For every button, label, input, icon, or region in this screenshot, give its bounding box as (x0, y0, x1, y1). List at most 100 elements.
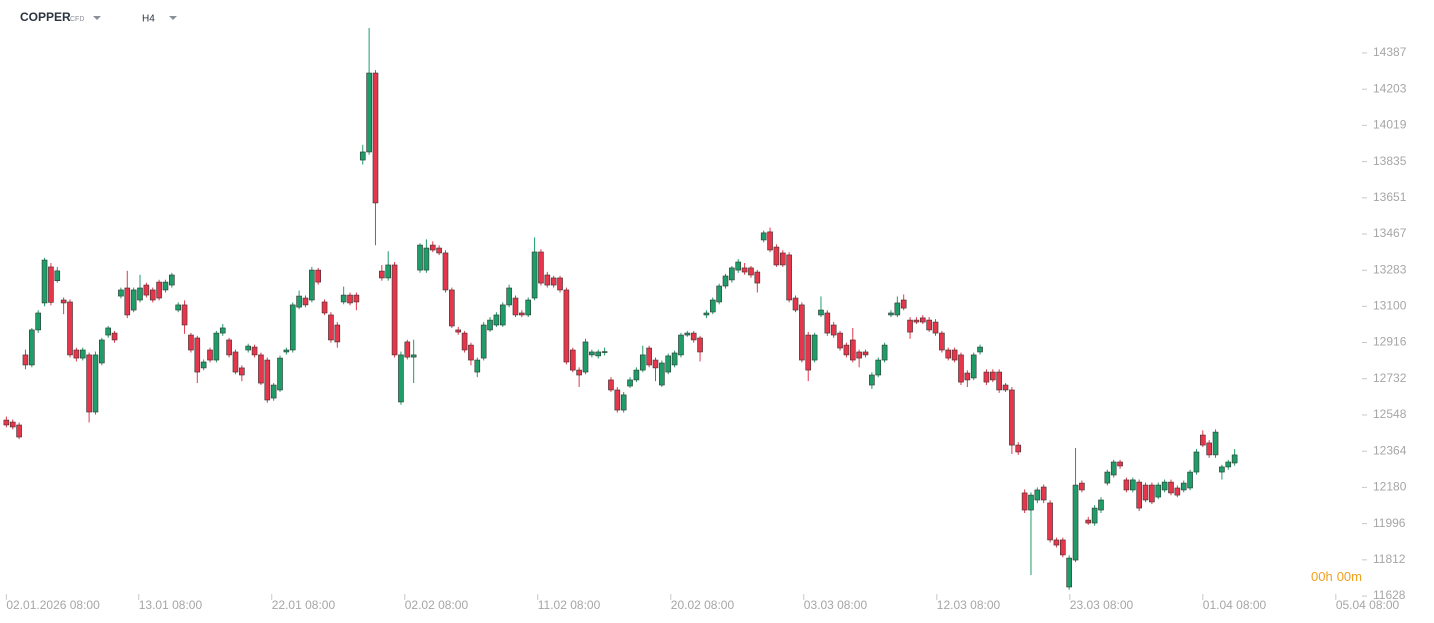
candle-body (1187, 471, 1193, 489)
candle-body (652, 359, 659, 369)
candle-body (678, 334, 684, 356)
candle-body (779, 252, 786, 266)
candle-body (67, 301, 73, 356)
candle-body (818, 309, 824, 316)
candle-body (499, 304, 506, 326)
candle-body (690, 332, 697, 341)
candle-body (741, 267, 748, 273)
candle-body (493, 314, 500, 326)
instrument-name[interactable]: COPPER (20, 10, 71, 24)
candle-body (258, 354, 264, 384)
candle-body (1040, 486, 1047, 501)
candle-body (538, 251, 544, 284)
candle-body (277, 357, 283, 391)
candle-body (589, 351, 595, 356)
candle-body (474, 359, 481, 373)
candle-body (385, 264, 392, 279)
x-tick-label: 20.02 08:00 (671, 598, 735, 612)
candle-body (544, 274, 551, 286)
candle-body (111, 332, 118, 341)
candle-body (767, 231, 773, 251)
candle-body (646, 347, 652, 366)
candle-body (379, 270, 385, 279)
timeframe[interactable]: H4 (142, 14, 155, 25)
candle-body (143, 284, 150, 296)
candle-body (315, 269, 322, 283)
candle-body (232, 351, 239, 373)
candle-body (958, 354, 964, 383)
candle-body (423, 247, 430, 271)
candle-body (989, 371, 996, 381)
candle-body (1104, 471, 1111, 484)
candle-body (1142, 484, 1149, 501)
candle-body (130, 289, 137, 311)
y-tick-label: 13283 (1373, 262, 1407, 276)
candle-body (951, 349, 958, 361)
candle-body (1091, 507, 1098, 524)
candle-body (283, 349, 290, 353)
candle-body (79, 349, 86, 359)
candle-body (684, 332, 691, 336)
candle-body (175, 304, 181, 311)
y-tick-label: 12364 (1373, 443, 1407, 457)
candle-body (964, 372, 971, 381)
candle-body (799, 304, 805, 361)
candle-body (1117, 461, 1123, 467)
x-tick-label: 05.04 08:00 (1336, 598, 1400, 612)
candle-body (1212, 431, 1219, 456)
candle-body (620, 394, 627, 411)
candle-body (449, 289, 455, 327)
candle-body (894, 302, 901, 316)
candle-body (1225, 461, 1232, 468)
candle-body (353, 294, 360, 303)
candle-body (1009, 389, 1015, 446)
candle-body (919, 317, 926, 323)
candle-body (671, 352, 678, 366)
candle-body (519, 312, 525, 316)
candle-body (226, 339, 232, 356)
candle-body (709, 299, 716, 313)
candle-body (1180, 482, 1187, 491)
candle-body (347, 294, 353, 304)
candle-body (3, 419, 10, 426)
candle-body (213, 332, 220, 361)
instrument-type: CFD (70, 16, 84, 23)
x-tick-label: 02.02 08:00 (405, 598, 469, 612)
candle-body (932, 321, 939, 334)
candle-body (1193, 451, 1200, 473)
candle-body (569, 349, 576, 371)
x-tick-label: 11.02 08:00 (538, 598, 601, 612)
candle-body (86, 354, 92, 413)
candle-body (716, 285, 722, 303)
timeframe-dropdown[interactable] (169, 16, 177, 20)
candle-body (92, 354, 99, 413)
candle-body (843, 344, 850, 356)
candle-body (60, 299, 67, 304)
x-tick-label: 02.01.2026 08:00 (6, 598, 100, 612)
candle-body (302, 297, 309, 306)
candle-body (601, 351, 608, 353)
instrument-dropdown[interactable] (93, 16, 101, 20)
x-tick-label: 13.01 08:00 (139, 598, 203, 612)
candle-body (54, 270, 61, 282)
candle-body (1085, 519, 1092, 524)
candle-body (35, 312, 41, 331)
countdown-minutes: 00 (1337, 569, 1351, 584)
candle-body (156, 281, 162, 299)
candle-body (760, 232, 767, 241)
candle-body (105, 327, 111, 336)
candle-body (900, 299, 907, 309)
candle-body (455, 329, 462, 333)
y-tick-label: 11996 (1373, 516, 1406, 530)
candle-body (1034, 489, 1041, 501)
candle-body (480, 324, 487, 359)
candle-body (404, 341, 411, 358)
candle-body (194, 337, 201, 373)
candle-body (73, 349, 80, 359)
candle-body (792, 297, 799, 311)
x-tick-label: 22.01 08:00 (272, 598, 336, 612)
candle-body (563, 289, 570, 363)
candle-body (907, 319, 913, 333)
candle-body (722, 275, 729, 287)
candle-body (926, 319, 932, 331)
